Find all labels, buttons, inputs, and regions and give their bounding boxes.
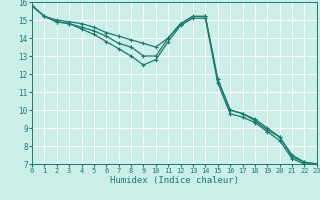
X-axis label: Humidex (Indice chaleur): Humidex (Indice chaleur) <box>110 176 239 185</box>
